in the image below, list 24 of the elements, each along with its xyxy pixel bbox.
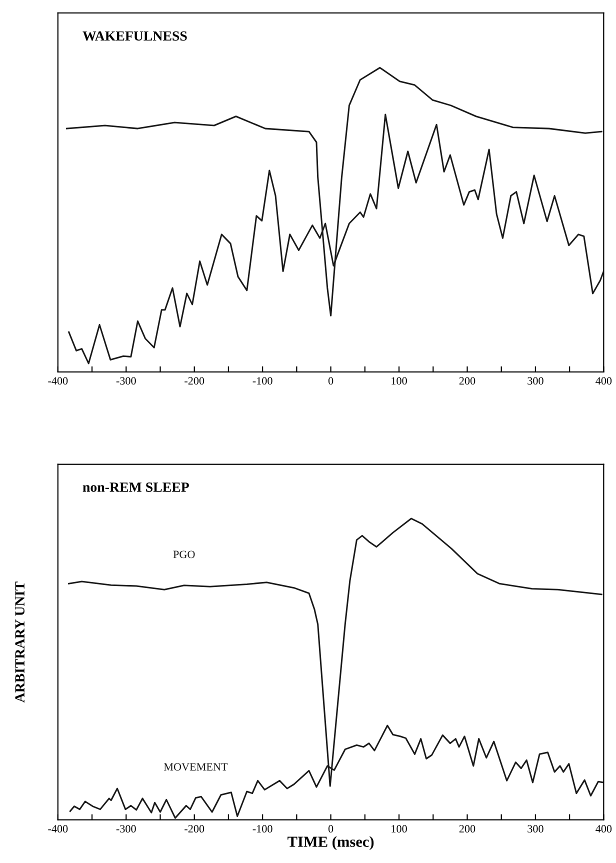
x-tick-label: -400 xyxy=(48,825,68,833)
text: PGO xyxy=(173,550,195,558)
x-tick-label: -300 xyxy=(116,377,136,385)
x-tick-label: 0 xyxy=(328,377,334,385)
x-tick-label: -100 xyxy=(252,377,272,385)
x-axis-title: TIME (msec) xyxy=(288,836,374,850)
x-tick-label: -200 xyxy=(184,377,204,385)
x-tick-label: -300 xyxy=(116,825,136,833)
x-tick-label: 100 xyxy=(392,377,407,385)
x-tick-label: 0 xyxy=(328,825,334,833)
x-tick-label: -100 xyxy=(252,825,272,833)
series-label: MOVEMENT xyxy=(164,763,228,771)
x-tick-label: 400 xyxy=(596,825,612,833)
y-axis-title: ARBITRARY UNIT xyxy=(15,582,25,703)
x-tick-label: 400 xyxy=(596,377,612,385)
chart-title: non-REM SLEEP xyxy=(82,482,189,492)
x-tick-label: 200 xyxy=(459,377,476,385)
x-tick-label: 100 xyxy=(392,825,407,833)
x-tick-label: -400 xyxy=(48,377,68,385)
x-tick-label: 300 xyxy=(528,825,544,833)
x-tick-label: 200 xyxy=(459,825,476,833)
chart-title: WAKEFULNESS xyxy=(82,31,187,41)
x-tick-label: -200 xyxy=(184,825,204,833)
x-tick-label: 300 xyxy=(528,377,544,385)
